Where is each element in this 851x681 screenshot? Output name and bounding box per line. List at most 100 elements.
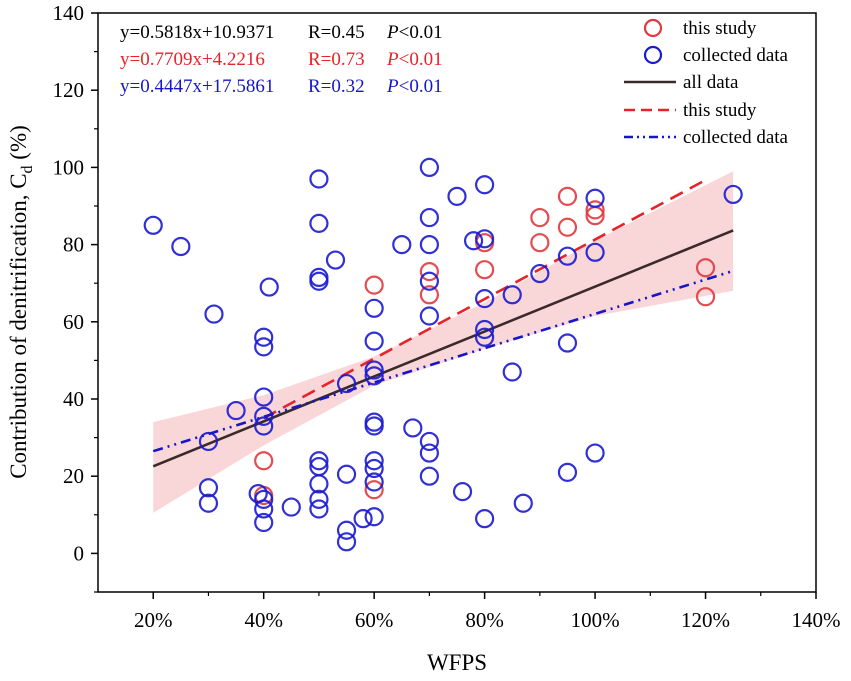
y-tick-label: 80 <box>63 233 84 257</box>
legend-label-collected-data-line: collected data <box>683 127 789 148</box>
point-collected-data <box>254 387 274 407</box>
point-collected-data <box>419 431 439 452</box>
point-this-study <box>419 262 439 282</box>
x-tick-label: 20% <box>134 608 173 632</box>
point-collected-data <box>336 520 357 540</box>
point-this-study <box>364 480 384 500</box>
point-collected-data <box>502 362 522 382</box>
point-collected-data <box>585 443 605 463</box>
point-collected-data <box>364 507 384 527</box>
data-points-layer <box>143 157 743 552</box>
point-this-study <box>254 451 274 471</box>
fit-line-this-study <box>263 178 707 420</box>
x-tick-label: 40% <box>244 608 283 632</box>
point-collected-data <box>557 333 578 353</box>
plot-area-frame <box>97 12 817 593</box>
point-collected-data <box>419 443 439 463</box>
x-tick-label: 100% <box>571 608 620 632</box>
point-collected-data <box>463 231 484 251</box>
point-collected-data <box>447 186 467 206</box>
point-collected-data <box>336 373 357 394</box>
point-collected-data <box>281 497 301 517</box>
legend-marker-collected-data <box>643 45 663 65</box>
point-collected-data <box>419 207 439 228</box>
point-collected-data <box>171 236 191 257</box>
point-collected-data <box>723 184 743 205</box>
point-this-study <box>557 186 578 206</box>
point-collected-data <box>254 512 274 533</box>
point-collected-data <box>259 277 279 297</box>
point-collected-data <box>254 416 274 436</box>
legend-label-collected-data-marker: collected data <box>683 45 789 66</box>
point-this-study <box>419 285 439 305</box>
point-collected-data <box>254 327 274 347</box>
point-collected-data <box>475 289 495 309</box>
equation-collected-data: y=0.4447x+17.5861 R=0.32 P<0.01 <box>120 76 443 97</box>
point-this-study <box>530 207 550 228</box>
point-collected-data <box>364 298 384 318</box>
point-collected-data <box>254 337 274 357</box>
confidence-band-layer <box>153 171 734 513</box>
point-collected-data <box>419 157 439 177</box>
point-collected-data <box>475 319 495 340</box>
point-collected-data <box>309 499 329 519</box>
equation-block: y=0.5818x+10.9371 R=0.45 P<0.01 y=0.7709… <box>120 22 443 97</box>
point-collected-data <box>364 416 384 436</box>
y-tick-label: 100 <box>53 155 85 179</box>
point-collected-data <box>585 188 605 208</box>
point-collected-data <box>475 229 495 249</box>
point-collected-data <box>353 509 373 529</box>
point-collected-data <box>309 489 329 509</box>
point-collected-data <box>364 331 384 351</box>
point-collected-data <box>364 458 384 479</box>
point-collected-data <box>336 532 357 552</box>
legend-marker-this-study <box>643 18 663 38</box>
y-tick-label: 40 <box>63 387 84 411</box>
point-this-study <box>695 258 716 278</box>
point-collected-data <box>364 366 384 386</box>
point-collected-data <box>254 406 274 426</box>
point-collected-data <box>198 493 219 513</box>
point-this-study <box>364 275 384 295</box>
point-collected-data <box>198 478 219 498</box>
point-collected-data <box>364 451 384 471</box>
point-collected-data <box>309 213 329 233</box>
y-tick-label: 0 <box>74 541 85 565</box>
point-collected-data <box>557 462 578 482</box>
point-this-study <box>557 217 578 237</box>
point-collected-data <box>204 304 224 324</box>
point-collected-data <box>254 489 274 509</box>
point-collected-data <box>513 493 533 513</box>
x-tick-label: 140% <box>792 608 841 632</box>
point-collected-data <box>364 360 384 380</box>
point-collected-data <box>475 509 495 529</box>
point-collected-data <box>309 271 329 291</box>
point-this-study <box>530 233 550 253</box>
point-collected-data <box>475 175 495 195</box>
point-collected-data <box>325 250 346 270</box>
x-tick-label: 80% <box>465 608 504 632</box>
point-collected-data <box>419 466 439 486</box>
point-collected-data <box>530 263 550 284</box>
confidence-band <box>153 171 734 513</box>
y-tick-label: 20 <box>63 464 84 488</box>
x-tick-label: 60% <box>355 608 394 632</box>
point-collected-data <box>502 285 522 305</box>
point-collected-data <box>557 246 578 266</box>
legend-label-this-study-line: this study <box>683 100 757 121</box>
x-tick-label: 120% <box>681 608 730 632</box>
point-collected-data <box>336 464 357 484</box>
point-collected-data <box>364 472 384 492</box>
y-tick-label: 60 <box>63 310 84 334</box>
point-collected-data <box>364 412 384 432</box>
point-collected-data <box>452 482 473 502</box>
point-collected-data <box>254 499 274 519</box>
point-collected-data <box>226 400 246 421</box>
x-axis-title: WFPS <box>427 650 487 675</box>
point-this-study <box>585 200 605 220</box>
point-collected-data <box>585 242 605 262</box>
equation-this-study: y=0.7709x+4.2216 R=0.73 P<0.01 <box>120 49 443 70</box>
legend: this study collected data all data this … <box>624 18 789 148</box>
legend-label-this-study-marker: this study <box>683 18 757 39</box>
